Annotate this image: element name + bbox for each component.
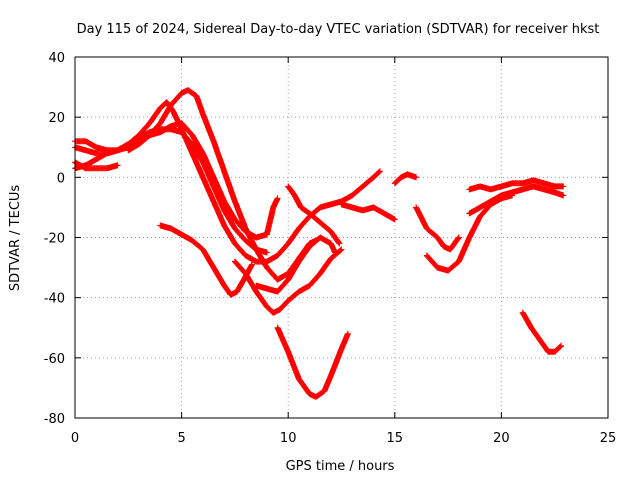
series-markers — [253, 234, 339, 295]
series-markers — [466, 177, 567, 193]
y-tick-label: 40 — [48, 51, 65, 66]
series-markers — [231, 246, 345, 316]
x-tick-label: 20 — [493, 431, 510, 446]
y-axis-label: SDTVAR / TECUs — [8, 185, 23, 292]
ticks: 0 5 10 15 20 25 -80 -60 -40 -20 0 20 40 — [44, 51, 617, 446]
series-track-7 — [231, 246, 345, 316]
series-markers — [338, 201, 398, 223]
series-markers — [72, 126, 270, 256]
y-tick-label: -80 — [44, 412, 65, 427]
y-tick-label: -40 — [44, 292, 65, 307]
x-tick-label: 15 — [387, 431, 404, 446]
y-tick-label: -60 — [44, 352, 65, 367]
x-tick-label: 0 — [71, 431, 79, 446]
series-markers — [413, 204, 462, 253]
series-track-10 — [274, 324, 351, 400]
series-markers — [72, 120, 281, 241]
series-markers — [391, 171, 420, 187]
series-markers — [466, 183, 567, 217]
x-tick-label: 10 — [280, 431, 297, 446]
y-tick-label: -20 — [44, 232, 65, 247]
series-markers — [274, 324, 351, 400]
series-track-16 — [466, 183, 567, 217]
series-track-11 — [338, 201, 398, 223]
series-track-3 — [72, 120, 281, 241]
chart-title: Day 115 of 2024, Sidereal Day-to-day VTE… — [77, 22, 600, 37]
y-tick-label: 20 — [48, 111, 65, 126]
series-track-17 — [519, 309, 565, 355]
series-track-12 — [391, 171, 420, 187]
series-track-15 — [466, 177, 567, 193]
series-markers — [285, 183, 343, 247]
plot-frame — [74, 56, 609, 419]
x-tick-label: 5 — [177, 431, 185, 446]
y-tick-label: 0 — [57, 171, 65, 186]
series-track-8 — [253, 234, 339, 295]
x-tick-label: 25 — [600, 431, 617, 446]
series-track-9 — [285, 183, 343, 247]
series-track-13 — [413, 204, 462, 253]
data-series — [72, 87, 567, 400]
series-track-4 — [72, 126, 270, 256]
series-markers — [519, 309, 565, 355]
grid — [75, 57, 608, 418]
x-axis-label: GPS time / hours — [286, 459, 395, 474]
